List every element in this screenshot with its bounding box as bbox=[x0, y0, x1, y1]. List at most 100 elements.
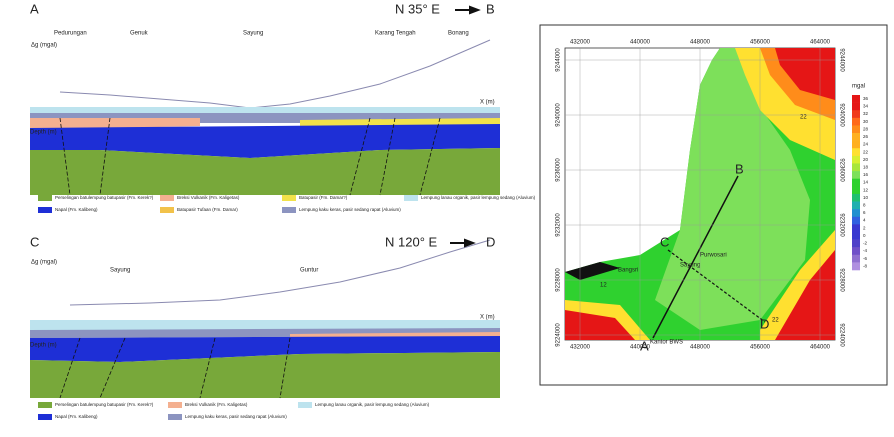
y-axis-label: Δg (mgal) bbox=[31, 43, 57, 49]
y-tick-label: 9236000 bbox=[838, 158, 844, 182]
place: Sayung bbox=[680, 263, 700, 269]
colorbar-cell bbox=[852, 240, 860, 248]
y-tick-label: 9228000 bbox=[556, 268, 562, 292]
legend-swatch bbox=[38, 207, 52, 213]
colorbar-tick-label: -2 bbox=[863, 241, 867, 246]
legend-label: Perselingan batulempung batupasir (Fm. K… bbox=[55, 195, 154, 200]
x-tick-label: 464000 bbox=[810, 40, 831, 46]
colorbar-cell bbox=[852, 110, 860, 118]
legend-label: Lempung kaku keras, pasir sedang rapat (… bbox=[299, 207, 401, 212]
place: Sayung bbox=[110, 268, 130, 274]
y-tick-label: 9244000 bbox=[838, 48, 844, 72]
place: Pedurungan bbox=[54, 31, 87, 37]
legend-swatch bbox=[38, 414, 52, 420]
colorbar-tick-label: 14 bbox=[863, 180, 869, 185]
x-tick-label: 456000 bbox=[750, 40, 771, 46]
section-end: D bbox=[486, 234, 495, 249]
place: Guntur bbox=[300, 268, 318, 274]
colorbar-tick-label: 26 bbox=[863, 134, 869, 139]
place: Purwosari bbox=[700, 253, 727, 259]
colorbar-cell bbox=[852, 255, 860, 263]
colorbar-cell bbox=[852, 163, 860, 171]
colorbar-tick-label: -8 bbox=[863, 263, 867, 268]
colorbar-tick-label: 20 bbox=[863, 157, 869, 162]
legend-label: Napal (Fm. Kalibeng) bbox=[55, 414, 98, 419]
colorbar-tick-label: 30 bbox=[863, 119, 869, 124]
colorbar-cell bbox=[852, 141, 860, 149]
colorbar-tick-label: 22 bbox=[863, 149, 869, 154]
legend-label: Lempung lanau organik, pasir lempung sed… bbox=[421, 195, 536, 200]
legend-label: Breksi Vulkanik (Fm. Kaligetas) bbox=[185, 402, 248, 407]
legend-swatch bbox=[282, 195, 296, 201]
colorbar-cell bbox=[852, 209, 860, 217]
colorbar-cell bbox=[852, 186, 860, 194]
colorbar-cell bbox=[852, 217, 860, 225]
depth-label: Depth (m) bbox=[30, 343, 57, 349]
colorbar-cell bbox=[852, 103, 860, 111]
bearing: N 35° E bbox=[395, 1, 440, 16]
legend-label: Breksi Vulkanik (Fm. Kaligetas) bbox=[177, 195, 240, 200]
colorbar-unit: mgal bbox=[852, 84, 865, 90]
colorbar-cell bbox=[852, 202, 860, 210]
colorbar-tick-label: 28 bbox=[863, 126, 869, 131]
colorbar-cell bbox=[852, 156, 860, 164]
colorbar-cell bbox=[852, 133, 860, 141]
contour-label: 12 bbox=[600, 283, 607, 289]
colorbar-cell bbox=[852, 118, 860, 126]
x-tick-label: 440000 bbox=[630, 345, 651, 351]
point-label: B bbox=[735, 161, 744, 176]
place: Genuk bbox=[130, 31, 149, 37]
y-tick-label: 9240000 bbox=[556, 103, 562, 127]
place: Bangsri bbox=[618, 268, 638, 274]
y-tick-label: 9232000 bbox=[838, 213, 844, 237]
colorbar-cell bbox=[852, 224, 860, 232]
colorbar-tick-label: 16 bbox=[863, 172, 869, 177]
legend-label: Lempung kaku keras, pasir sedang rapat (… bbox=[185, 414, 287, 419]
colorbar-tick-label: 18 bbox=[863, 164, 869, 169]
bearing: N 120° E bbox=[385, 234, 438, 249]
y-tick-label: 9224000 bbox=[838, 323, 844, 347]
legend-swatch bbox=[160, 195, 174, 201]
depth-label: Depth (m) bbox=[30, 130, 57, 136]
y-axis-label: Δg (mgal) bbox=[31, 260, 57, 266]
contour-label: 22 bbox=[800, 115, 807, 121]
point-label: D bbox=[760, 316, 769, 331]
colorbar-cell bbox=[852, 125, 860, 133]
colorbar-cell bbox=[852, 262, 860, 270]
legend-label: Batupasir Tufaan (Fm. Damar) bbox=[177, 207, 238, 212]
colorbar-cell bbox=[852, 95, 860, 103]
section-start: C bbox=[30, 234, 39, 249]
place: Kantor BWS bbox=[650, 340, 683, 346]
colorbar-cell bbox=[852, 148, 860, 156]
x-axis-label: X (m) bbox=[480, 100, 495, 106]
colorbar-tick-label: 32 bbox=[863, 111, 869, 116]
colorbar-cell bbox=[852, 232, 860, 240]
legend-label: Batupasir (Fm. Damar?) bbox=[299, 195, 348, 200]
colorbar-cell bbox=[852, 179, 860, 187]
legend-swatch bbox=[282, 207, 296, 213]
colorbar-cell bbox=[852, 247, 860, 255]
legend-swatch bbox=[404, 195, 418, 201]
y-tick-label: 9232000 bbox=[556, 213, 562, 237]
legend-swatch bbox=[168, 402, 182, 408]
place: Bonang bbox=[448, 31, 469, 37]
colorbar-cell bbox=[852, 171, 860, 179]
legend-swatch bbox=[38, 402, 52, 408]
x-tick-label: 464000 bbox=[810, 345, 831, 351]
point-label: C bbox=[660, 234, 669, 249]
contour-label: 22 bbox=[772, 318, 779, 324]
x-tick-label: 448000 bbox=[690, 40, 711, 46]
y-tick-label: 9228000 bbox=[838, 268, 844, 292]
y-tick-label: 9236000 bbox=[556, 158, 562, 182]
legend-label: Lempung lanau organik, pasir lempung sed… bbox=[315, 402, 430, 407]
section-start: A bbox=[30, 1, 39, 16]
colorbar-tick-label: 12 bbox=[863, 187, 869, 192]
colorbar-tick-label: 10 bbox=[863, 195, 869, 200]
legend-swatch bbox=[38, 195, 52, 201]
place: Karang Tengah bbox=[375, 31, 416, 37]
figure: A B N 35° E Δg (mgal) Pedurungan Genuk S… bbox=[0, 0, 894, 437]
x-tick-label: 432000 bbox=[570, 345, 591, 351]
colorbar-tick-label: -6 bbox=[863, 256, 867, 261]
x-tick-label: 448000 bbox=[690, 345, 711, 351]
legend-label: Perselingan batulempung batupasir (Fm. K… bbox=[55, 402, 154, 407]
